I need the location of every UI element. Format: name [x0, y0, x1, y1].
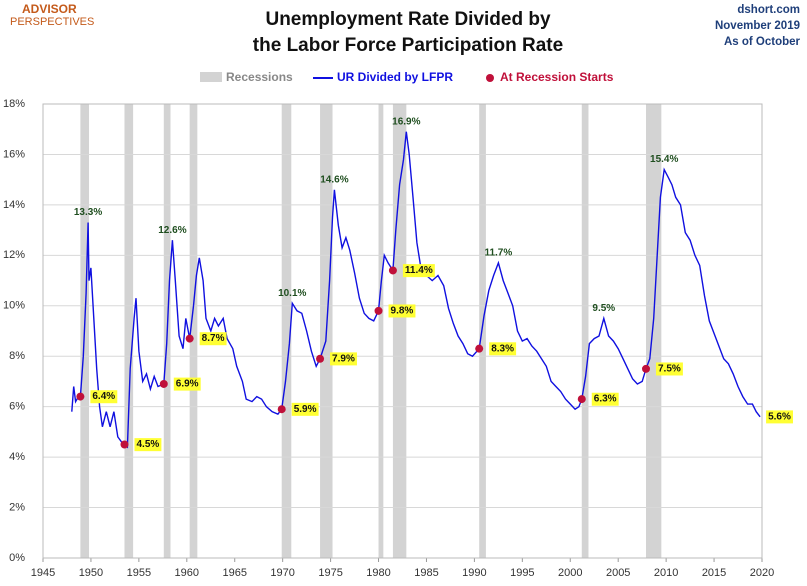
recession-band: [479, 104, 486, 558]
peak-label: 15.4%: [650, 154, 678, 165]
x-tick-label: 1955: [127, 567, 151, 579]
value-label: 11.4%: [405, 265, 433, 276]
x-tick-label: 2010: [654, 567, 678, 579]
y-tick-label: 10%: [3, 300, 25, 312]
recession-start-marker: [388, 266, 397, 275]
recession-start-marker: [120, 440, 129, 449]
y-tick-label: 4%: [9, 451, 25, 463]
x-tick-label: 2000: [558, 567, 582, 579]
value-label-bg: [591, 392, 619, 406]
recession-start-marker: [76, 392, 85, 401]
x-tick-label: 2005: [606, 567, 630, 579]
recession-band: [581, 104, 589, 558]
peak-label: 12.6%: [158, 225, 186, 236]
y-tick-label: 12%: [3, 249, 25, 261]
y-tick-label: 18%: [3, 98, 25, 110]
recession-start-marker: [316, 354, 325, 363]
end-label: 5.6%: [768, 411, 791, 422]
peak-label: 16.9%: [392, 116, 420, 127]
recession-start-marker: [159, 379, 168, 388]
x-tick-label: 1945: [31, 567, 55, 579]
source: As of October: [724, 36, 801, 48]
value-label-bg: [489, 342, 517, 356]
logo: PERSPECTIVES: [10, 16, 94, 28]
value-label-bg: [330, 352, 357, 366]
x-tick-label: 1995: [510, 567, 534, 579]
plot-frame: [42, 103, 763, 559]
logo: ADVISOR: [22, 2, 77, 16]
source: dshort.com: [737, 4, 800, 16]
data-line: [71, 131, 761, 449]
value-label: 6.4%: [92, 391, 115, 402]
legend-swatch: [200, 72, 222, 82]
recession-start-marker: [185, 334, 194, 343]
peak-label: 10.1%: [278, 288, 306, 299]
x-tick-label: 2020: [750, 567, 774, 579]
x-tick-label: 1965: [222, 567, 246, 579]
value-label: 8.7%: [202, 333, 225, 344]
end-label-bg: [766, 410, 793, 424]
x-tick-label: 1970: [270, 567, 294, 579]
x-tick-label: 1960: [175, 567, 199, 579]
recession-start-marker: [277, 405, 286, 414]
x-tick-label: 1980: [366, 567, 390, 579]
peak-label: 14.6%: [320, 174, 348, 185]
value-label-bg: [134, 438, 162, 452]
recession-band: [378, 104, 384, 558]
recession-band: [281, 104, 292, 558]
value-label: 8.3%: [491, 343, 514, 354]
recession-band: [646, 104, 662, 558]
value-label: 6.3%: [594, 394, 617, 405]
peak-label: 9.5%: [592, 303, 615, 314]
x-tick-label: 1985: [414, 567, 438, 579]
value-label: 9.8%: [391, 305, 414, 316]
legend-label: UR Divided by LFPR: [337, 70, 453, 84]
value-label: 7.9%: [332, 353, 355, 364]
value-label: 4.5%: [136, 439, 159, 450]
y-tick-label: 0%: [9, 552, 25, 564]
value-label: 5.9%: [294, 404, 317, 415]
chart-title: Unemployment Rate Divided by: [265, 9, 550, 30]
value-label: 7.5%: [658, 363, 681, 374]
recession-start-marker: [577, 395, 586, 404]
chart-title: the Labor Force Participation Rate: [253, 35, 563, 56]
y-tick-label: 2%: [9, 501, 25, 513]
value-label-bg: [388, 304, 416, 318]
value-label-bg: [402, 264, 435, 278]
y-tick-label: 16%: [3, 148, 25, 160]
legend-label: At Recession Starts: [500, 70, 614, 84]
recession-start-marker: [642, 364, 651, 373]
recession-band: [189, 104, 198, 558]
legend-label: Recessions: [226, 70, 293, 84]
value-label-bg: [173, 377, 201, 391]
peak-label: 11.7%: [484, 248, 512, 259]
value-label-bg: [656, 362, 683, 376]
value-label-bg: [90, 390, 118, 404]
value-label-bg: [291, 402, 319, 416]
y-tick-label: 14%: [3, 199, 25, 211]
value-label: 6.9%: [176, 379, 199, 390]
peak-label: 13.3%: [74, 207, 102, 218]
y-tick-label: 6%: [9, 401, 25, 413]
recession-band: [124, 104, 134, 558]
recession-start-marker: [475, 344, 484, 353]
legend-swatch: [486, 74, 494, 82]
y-tick-label: 8%: [9, 350, 25, 362]
recession-start-marker: [374, 306, 383, 315]
x-tick-label: 1950: [79, 567, 103, 579]
x-tick-label: 1975: [318, 567, 342, 579]
x-tick-label: 2015: [702, 567, 726, 579]
recession-band: [392, 104, 407, 558]
value-label-bg: [199, 332, 227, 346]
source: November 2019: [715, 20, 800, 32]
x-tick-label: 1990: [462, 567, 486, 579]
